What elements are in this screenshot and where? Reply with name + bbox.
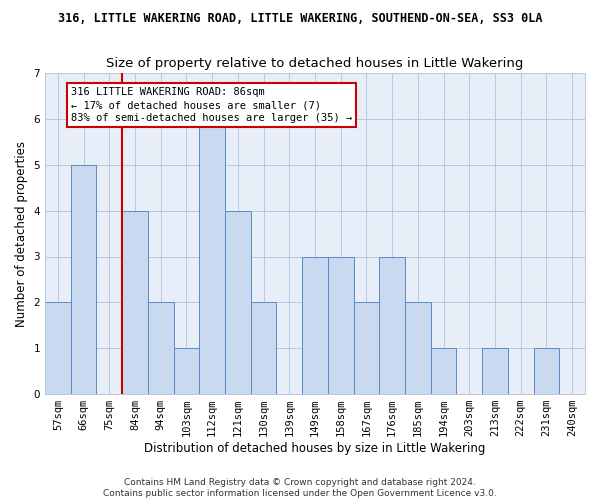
Bar <box>431 348 457 394</box>
Bar <box>405 302 431 394</box>
Bar <box>353 302 379 394</box>
X-axis label: Distribution of detached houses by size in Little Wakering: Distribution of detached houses by size … <box>145 442 486 455</box>
Bar <box>482 348 508 394</box>
Text: 316, LITTLE WAKERING ROAD, LITTLE WAKERING, SOUTHEND-ON-SEA, SS3 0LA: 316, LITTLE WAKERING ROAD, LITTLE WAKERI… <box>58 12 542 26</box>
Bar <box>45 302 71 394</box>
Bar <box>225 210 251 394</box>
Bar <box>148 302 173 394</box>
Bar <box>302 256 328 394</box>
Text: Contains HM Land Registry data © Crown copyright and database right 2024.
Contai: Contains HM Land Registry data © Crown c… <box>103 478 497 498</box>
Bar <box>533 348 559 394</box>
Text: 316 LITTLE WAKERING ROAD: 86sqm
← 17% of detached houses are smaller (7)
83% of : 316 LITTLE WAKERING ROAD: 86sqm ← 17% of… <box>71 87 352 123</box>
Y-axis label: Number of detached properties: Number of detached properties <box>15 140 28 326</box>
Bar <box>122 210 148 394</box>
Bar <box>173 348 199 394</box>
Title: Size of property relative to detached houses in Little Wakering: Size of property relative to detached ho… <box>106 58 524 70</box>
Bar <box>199 119 225 394</box>
Bar <box>251 302 277 394</box>
Bar <box>379 256 405 394</box>
Bar <box>328 256 353 394</box>
Bar <box>71 165 97 394</box>
